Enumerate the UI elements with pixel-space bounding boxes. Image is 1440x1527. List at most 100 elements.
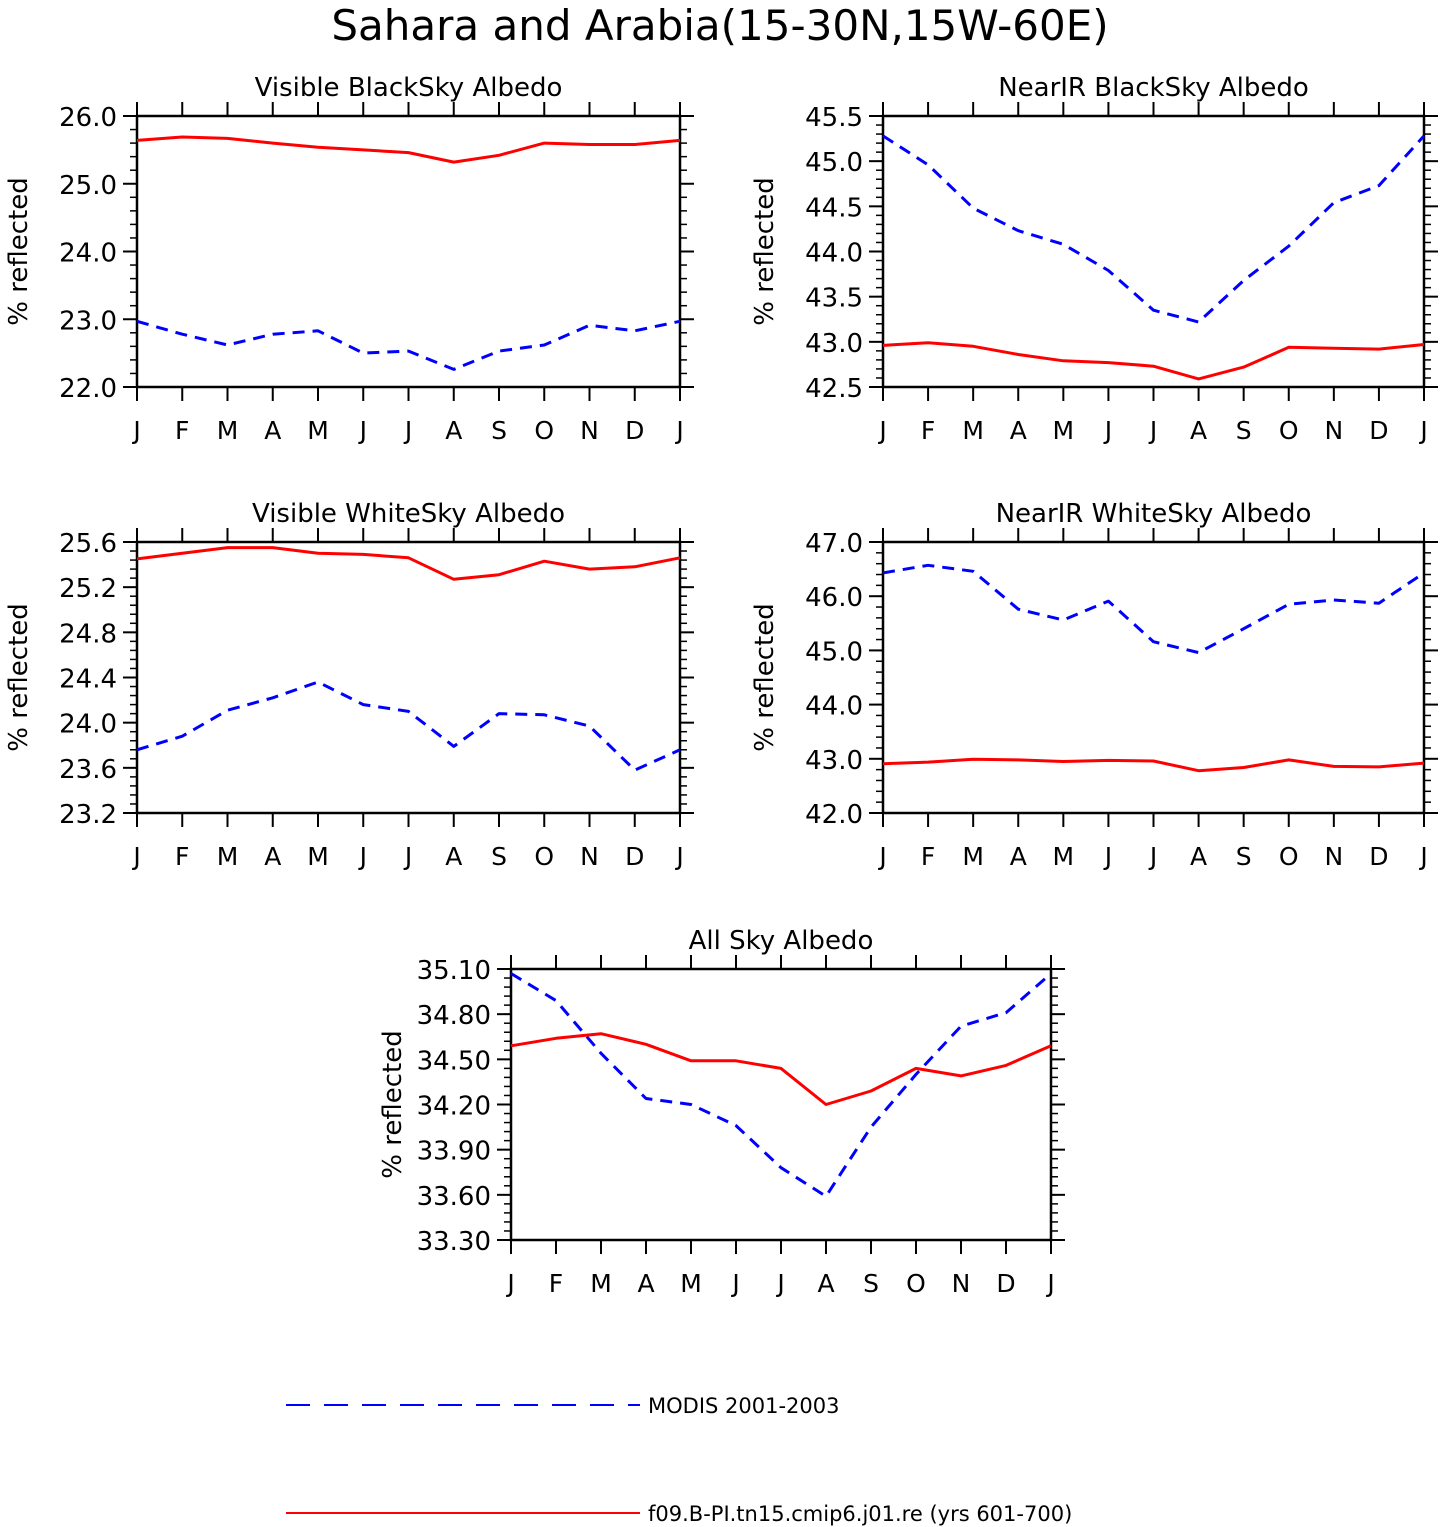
x-tick-label: N bbox=[1324, 842, 1343, 871]
x-tick-label: M bbox=[962, 416, 984, 445]
legend-label-modis: MODIS 2001-2003 bbox=[648, 1394, 839, 1418]
x-tick-label: J bbox=[1148, 842, 1157, 871]
y-tick-label: 34.20 bbox=[417, 1092, 491, 1122]
x-tick-label: A bbox=[817, 1269, 834, 1298]
chart-title: Visible BlackSky Albedo bbox=[255, 73, 563, 103]
x-tick-label: J bbox=[403, 842, 412, 871]
y-tick-label: 23.0 bbox=[59, 306, 117, 336]
y-tick-label: 25.0 bbox=[59, 171, 117, 201]
x-tick-label: S bbox=[491, 416, 507, 445]
x-tick-label: J bbox=[358, 416, 367, 445]
x-tick-label: J bbox=[358, 842, 367, 871]
y-tick-label: 25.6 bbox=[59, 529, 117, 559]
x-tick-label: O bbox=[906, 1269, 926, 1298]
series-line-model bbox=[882, 341, 1425, 381]
x-tick-label: F bbox=[921, 416, 935, 445]
y-tick-label: 24.8 bbox=[59, 619, 117, 649]
chart-title: All Sky Albedo bbox=[689, 926, 874, 956]
series-line-modis bbox=[136, 680, 681, 772]
plot-frame bbox=[135, 114, 682, 389]
x-tick-label: J bbox=[877, 842, 886, 871]
y-tick-label: 34.50 bbox=[417, 1046, 491, 1076]
x-tick-label: D bbox=[1369, 416, 1388, 445]
x-tick-label: F bbox=[921, 842, 935, 871]
series-line-model bbox=[882, 757, 1425, 773]
x-tick-label: M bbox=[680, 1269, 702, 1298]
y-tick-label: 46.0 bbox=[805, 583, 863, 613]
x-tick-label: A bbox=[1190, 416, 1207, 445]
y-tick-label: 43.0 bbox=[805, 746, 863, 776]
y-axis-label: % reflected bbox=[750, 177, 780, 325]
series-line-model bbox=[136, 135, 681, 164]
x-tick-label: J bbox=[403, 416, 412, 445]
x-tick-label: A bbox=[1010, 416, 1027, 445]
y-tick-label: 44.0 bbox=[805, 692, 863, 722]
chart-title: NearIR BlackSky Albedo bbox=[998, 73, 1309, 103]
x-tick-label: A bbox=[637, 1269, 654, 1298]
x-tick-label: F bbox=[549, 1269, 563, 1298]
series-line-modis bbox=[882, 134, 1426, 324]
y-tick-label: 33.60 bbox=[417, 1182, 491, 1212]
x-tick-label: N bbox=[580, 842, 599, 871]
y-tick-label: 45.0 bbox=[805, 148, 863, 178]
x-tick-label: D bbox=[625, 842, 644, 871]
x-tick-label: N bbox=[1324, 416, 1343, 445]
x-tick-label: S bbox=[863, 1269, 879, 1298]
plot-frame bbox=[135, 540, 682, 815]
y-tick-label: 43.5 bbox=[805, 284, 863, 314]
x-tick-label: J bbox=[1418, 416, 1427, 445]
series-line-modis bbox=[882, 563, 1425, 655]
legend-label-model: f09.B-PI.tn15.cmip6.j01.re (yrs 601-700) bbox=[648, 1502, 1072, 1526]
x-tick-label: D bbox=[625, 416, 644, 445]
y-axis-label: % reflected bbox=[4, 603, 34, 751]
x-tick-label: M bbox=[962, 842, 984, 871]
y-axis-label: % reflected bbox=[378, 1030, 408, 1178]
x-tick-label: J bbox=[674, 416, 683, 445]
x-tick-label: O bbox=[1279, 416, 1299, 445]
y-tick-label: 26.0 bbox=[59, 103, 117, 133]
plot-frame bbox=[509, 967, 1053, 1242]
y-tick-label: 24.4 bbox=[59, 665, 117, 695]
x-tick-label: A bbox=[445, 842, 462, 871]
x-tick-label: F bbox=[175, 842, 189, 871]
figure-title: Sahara and Arabia(15-30N,15W-60E) bbox=[331, 1, 1108, 50]
x-tick-label: A bbox=[264, 842, 281, 871]
y-tick-label: 45.0 bbox=[805, 637, 863, 667]
y-tick-label: 47.0 bbox=[805, 529, 863, 559]
x-tick-label: D bbox=[1369, 842, 1388, 871]
x-tick-label: O bbox=[1279, 842, 1299, 871]
y-axis-label: % reflected bbox=[4, 177, 34, 325]
y-tick-label: 24.0 bbox=[59, 239, 117, 269]
x-tick-label: A bbox=[264, 416, 281, 445]
x-tick-label: D bbox=[996, 1269, 1015, 1298]
series-line-modis bbox=[510, 972, 1052, 1198]
y-axis-label: % reflected bbox=[750, 603, 780, 751]
x-tick-label: J bbox=[1045, 1269, 1054, 1298]
legend: MODIS 2001-2003 f09.B-PI.tn15.cmip6.j01.… bbox=[286, 1394, 1072, 1526]
x-tick-label: M bbox=[1053, 416, 1075, 445]
x-tick-label: M bbox=[307, 416, 329, 445]
series-line-model bbox=[136, 546, 681, 581]
x-tick-label: M bbox=[307, 842, 329, 871]
x-tick-label: M bbox=[590, 1269, 612, 1298]
y-tick-label: 44.0 bbox=[805, 239, 863, 269]
chart-title: NearIR WhiteSky Albedo bbox=[996, 499, 1312, 529]
y-tick-label: 33.30 bbox=[417, 1227, 491, 1257]
x-tick-label: S bbox=[491, 842, 507, 871]
x-tick-label: J bbox=[131, 842, 140, 871]
x-tick-label: J bbox=[1103, 416, 1112, 445]
x-tick-label: J bbox=[775, 1269, 784, 1298]
x-tick-label: J bbox=[1418, 842, 1427, 871]
x-tick-label: J bbox=[674, 842, 683, 871]
x-tick-label: J bbox=[730, 1269, 739, 1298]
x-tick-label: S bbox=[1236, 416, 1252, 445]
x-tick-label: M bbox=[217, 416, 239, 445]
x-tick-label: A bbox=[1190, 842, 1207, 871]
x-tick-label: M bbox=[217, 842, 239, 871]
y-tick-label: 45.5 bbox=[805, 103, 863, 133]
